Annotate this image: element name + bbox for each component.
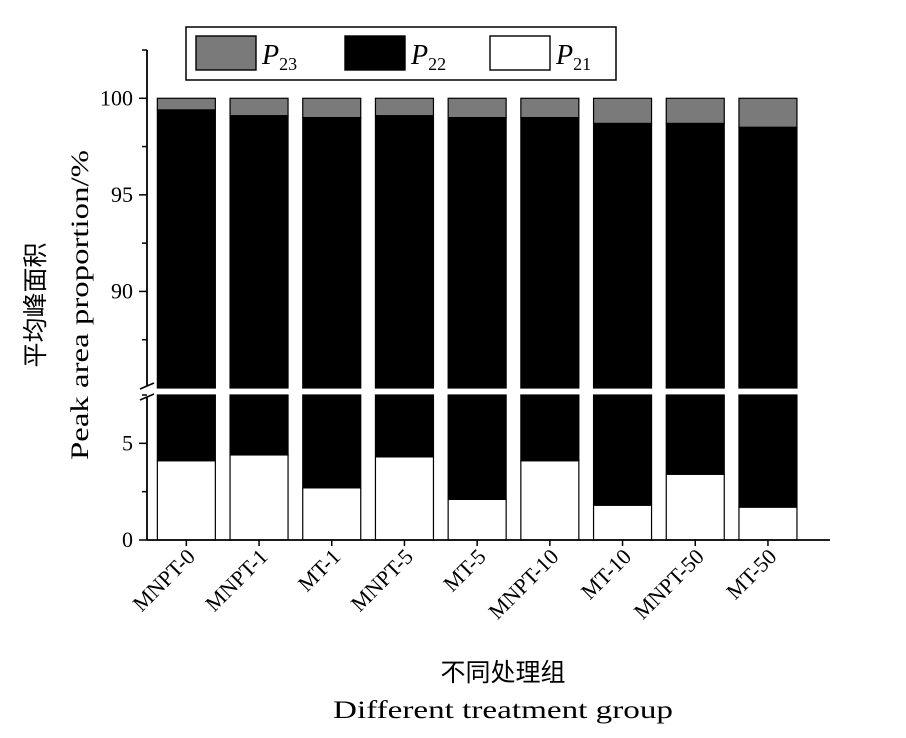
bar-p23-mt-1-upper — [302, 97, 362, 119]
bar-p23-mt-5-upper — [447, 97, 507, 119]
bar-p21-mnpt-1-lower — [229, 454, 289, 541]
legend-label-subscript-p21: 21 — [573, 54, 591, 74]
bar-p21-mt-1-lower — [302, 487, 362, 541]
bar-p21-mt-5-lower — [447, 498, 507, 541]
bar-p22-mnpt-1-upper — [229, 115, 289, 389]
bar-p21-mt-50-lower — [738, 506, 798, 541]
y-axis-title-en: Peak area proportion/% — [67, 150, 94, 460]
bar-p22-mnpt-0-lower — [156, 394, 216, 462]
x-tick-label-mnpt-10: MNPT-10 — [483, 544, 563, 624]
x-axis-title-cn: 不同处理组 — [440, 659, 565, 687]
bar-p22-mt-5-upper — [447, 116, 507, 389]
axis-break-mark-lower — [139, 393, 155, 401]
x-tick-label-mnpt-50: MNPT-50 — [629, 544, 709, 624]
x-tick-label-mt-50: MT-50 — [721, 544, 781, 604]
bar-p21-mnpt-0-lower — [156, 460, 216, 541]
bar-p23-mnpt-1-upper — [229, 97, 289, 117]
y-tick-label-90: 90 — [111, 278, 133, 303]
bar-p21-mt-10-lower — [592, 504, 653, 541]
bar-p23-mt-10-upper — [592, 97, 653, 124]
bar-p22-mnpt-5-upper — [374, 115, 435, 389]
bar-p22-mnpt-50-lower — [665, 394, 725, 475]
bar-p22-mt-5-lower — [447, 394, 507, 501]
x-tick-label-mt-10: MT-10 — [576, 544, 636, 604]
bar-p22-mt-1-lower — [302, 394, 362, 489]
x-tick-label-mnpt-1: MNPT-1 — [200, 544, 272, 616]
x-tick-label-mt-5: MT-5 — [438, 544, 491, 597]
x-tick-label-mnpt-5: MNPT-5 — [346, 544, 418, 616]
y-tick-label-5: 5 — [122, 430, 133, 455]
bar-p22-mnpt-10-lower — [520, 394, 580, 462]
axes-group: 0 5 90 95 100 — [100, 49, 830, 552]
bar-p22-mnpt-10-upper — [520, 116, 580, 389]
bar-p21-mnpt-5-lower — [374, 456, 435, 541]
bar-p22-mt-50-lower — [738, 394, 798, 508]
x-tick-label-mnpt-0: MNPT-0 — [127, 544, 199, 616]
y-tick-label-95: 95 — [111, 182, 133, 207]
bar-p23-mnpt-50-upper — [665, 97, 725, 124]
axis-break-mark-upper — [139, 382, 155, 390]
bars-group — [156, 97, 798, 541]
x-axis-title-en: Different treatment group — [333, 697, 673, 724]
bar-p21-mnpt-50-lower — [665, 473, 725, 541]
y-tick-label-100: 100 — [100, 85, 133, 110]
axis-break-gap — [150, 389, 805, 394]
legend-swatch-p23 — [195, 35, 257, 71]
bar-p22-mnpt-50-upper — [665, 122, 725, 389]
x-tick-label-mt-1: MT-1 — [293, 544, 346, 597]
bar-p21-mnpt-10-lower — [520, 460, 580, 541]
bar-p22-mnpt-1-lower — [229, 394, 289, 456]
y-axis-title-cn: 平均峰面积 — [22, 242, 50, 367]
bar-p22-mt-1-upper — [302, 116, 362, 389]
bar-p23-mnpt-5-upper — [374, 97, 435, 117]
bar-p22-mnpt-5-lower — [374, 394, 435, 458]
bar-p22-mt-10-upper — [592, 122, 653, 389]
legend: P23 P22 P21 — [185, 26, 617, 81]
bar-p22-mt-50-upper — [738, 126, 798, 389]
bar-p22-mt-10-lower — [592, 394, 653, 506]
legend-label-subscript-p22: 22 — [428, 54, 446, 74]
bar-p23-mnpt-0-upper — [156, 97, 216, 111]
bar-p23-mt-50-upper — [738, 97, 798, 128]
bar-p23-mnpt-10-upper — [520, 97, 580, 119]
bar-p22-mnpt-0-upper — [156, 109, 216, 389]
legend-swatch-p22 — [344, 35, 406, 71]
legend-swatch-p21 — [489, 35, 551, 71]
y-tick-label-0: 0 — [122, 527, 133, 552]
legend-label-subscript-p23: 23 — [279, 54, 297, 74]
